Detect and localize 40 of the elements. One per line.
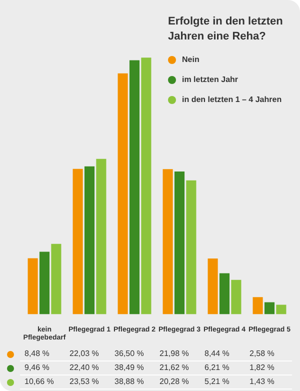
data-label: 36,50 % [114,349,144,358]
data-label: 2,58 % [250,349,274,358]
legend-label: im letzten Jahr [182,75,238,84]
bar [39,252,50,314]
data-label: 1,82 % [250,363,274,372]
data-label: 21,98 % [160,349,189,358]
bar [276,304,286,314]
legend-title: Erfolgte in den letzten Jahren eine Reha? [168,16,284,43]
bar [208,258,218,314]
data-label: 38,88 % [114,377,144,386]
bar [264,302,275,314]
bar [28,258,38,314]
bar [141,58,152,314]
bar [129,60,140,314]
data-label: 21,62 % [160,363,189,372]
data-label: 6,21 % [204,363,230,372]
bar [118,73,128,314]
bar [219,273,230,314]
data-label: 5,21 % [204,377,230,386]
bar [51,244,62,314]
data-label: 38,49 % [114,363,144,372]
data-label: 23,53 % [70,377,99,386]
bar [162,169,173,314]
data-label: 10,66 % [24,377,54,386]
bar [84,166,95,314]
data-label: 8,44 % [204,349,230,358]
bar [252,297,263,314]
data-label: 22,40 % [70,363,99,372]
bar [186,180,196,314]
data-label: 1,43 % [250,377,274,386]
legend-label: Nein [182,55,200,64]
data-label: 9,46 % [24,363,50,372]
bar [174,172,185,314]
bar [96,158,106,314]
data-label: 8,48 % [24,349,50,358]
bar [72,168,83,314]
data-label: 22,03 % [70,349,99,358]
legend-label: in den letzten 1 – 4 Jahren [182,95,282,104]
bar [231,280,242,314]
data-label: 20,28 % [160,377,189,386]
